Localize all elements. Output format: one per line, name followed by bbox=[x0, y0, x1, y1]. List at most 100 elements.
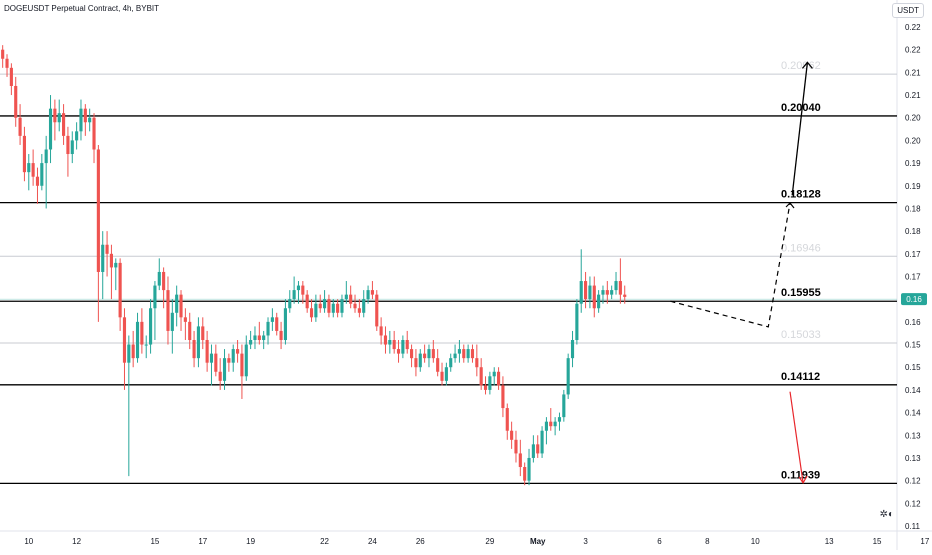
candle-body bbox=[344, 294, 348, 300]
candle bbox=[305, 290, 309, 313]
candle bbox=[196, 317, 200, 368]
candle-body bbox=[314, 303, 318, 318]
candle-body bbox=[510, 430, 514, 440]
currency-badge[interactable]: USDT bbox=[892, 3, 924, 18]
y-tick-label: 0.12 bbox=[905, 477, 921, 486]
candle bbox=[201, 317, 205, 350]
candle-body bbox=[53, 108, 57, 123]
candle-body bbox=[162, 271, 166, 291]
candle bbox=[157, 258, 161, 291]
candle-body bbox=[370, 290, 374, 295]
candle bbox=[88, 108, 92, 132]
y-tick-label: 0.22 bbox=[905, 46, 921, 55]
candle bbox=[5, 54, 9, 77]
y-tick-label: 0.20 bbox=[905, 136, 921, 145]
candle bbox=[57, 99, 61, 132]
candle-body bbox=[283, 308, 287, 341]
y-tick-label: 0.18 bbox=[905, 227, 921, 236]
candle bbox=[570, 330, 575, 368]
tradingview-snowflake-icon[interactable]: ✲◐ bbox=[879, 509, 894, 520]
candle bbox=[431, 340, 435, 363]
candle bbox=[22, 126, 26, 182]
candle-body bbox=[75, 131, 79, 141]
candle-body bbox=[536, 444, 540, 454]
candle bbox=[79, 99, 83, 141]
x-tick-label: 15 bbox=[150, 537, 159, 546]
candle bbox=[370, 281, 374, 300]
candle bbox=[149, 299, 153, 354]
projection-up-arrowhead bbox=[801, 61, 813, 69]
candle-body bbox=[531, 444, 535, 458]
candle-body bbox=[566, 358, 570, 395]
candle-body bbox=[414, 358, 418, 368]
projection-down-arrowhead bbox=[798, 475, 808, 485]
candle-body bbox=[196, 326, 200, 359]
candle bbox=[231, 344, 235, 372]
candle bbox=[257, 321, 261, 345]
candle bbox=[597, 290, 601, 313]
candle bbox=[610, 285, 614, 300]
candle-body bbox=[240, 353, 244, 377]
candle-body bbox=[236, 349, 240, 354]
candle-body bbox=[292, 290, 296, 300]
candle bbox=[518, 439, 522, 477]
candle bbox=[170, 299, 174, 354]
candle bbox=[44, 135, 48, 209]
candle-body bbox=[296, 285, 301, 291]
candle bbox=[497, 367, 501, 390]
y-tick-label: 0.16 bbox=[905, 318, 921, 327]
candle bbox=[175, 285, 179, 327]
candle-body bbox=[166, 290, 170, 331]
candle-body bbox=[153, 285, 157, 309]
candle-body bbox=[175, 294, 179, 313]
candle-body bbox=[127, 344, 131, 363]
level-label: 0.14112 bbox=[781, 371, 820, 383]
candle bbox=[214, 344, 218, 377]
candle bbox=[244, 335, 248, 381]
candle bbox=[18, 104, 22, 145]
candle bbox=[536, 435, 540, 458]
candle bbox=[27, 154, 31, 191]
candle bbox=[240, 344, 244, 399]
candle bbox=[488, 371, 492, 395]
candle bbox=[388, 330, 392, 354]
candle-body bbox=[431, 349, 435, 359]
candle bbox=[275, 312, 279, 336]
x-tick-label: May bbox=[530, 537, 546, 546]
candle bbox=[483, 376, 488, 395]
candle-body bbox=[527, 457, 531, 481]
candle bbox=[562, 389, 566, 422]
candle-body bbox=[62, 113, 66, 136]
candle bbox=[601, 285, 605, 304]
y-tick-label: 0.20 bbox=[905, 114, 921, 123]
candle bbox=[336, 299, 340, 318]
candle-body bbox=[488, 376, 492, 390]
candle bbox=[296, 281, 301, 304]
candle-body bbox=[362, 299, 366, 313]
x-tick-label: 13 bbox=[825, 537, 834, 546]
candle-body bbox=[309, 308, 314, 318]
candle bbox=[31, 149, 35, 186]
candle bbox=[510, 421, 514, 449]
candle-body bbox=[440, 371, 444, 381]
candle-body bbox=[9, 67, 13, 86]
candle bbox=[375, 290, 379, 331]
candle-body bbox=[262, 335, 266, 341]
chart-title: DOGEUSDT Perpetual Contract, 4h, BYBIT bbox=[4, 4, 160, 13]
x-tick-label: 29 bbox=[485, 537, 494, 546]
candle-body bbox=[601, 290, 605, 295]
candle bbox=[410, 344, 414, 368]
y-tick-label: 0.19 bbox=[905, 182, 921, 191]
candle bbox=[92, 113, 96, 164]
x-tick-label: 10 bbox=[751, 537, 760, 546]
candle-body bbox=[170, 312, 174, 331]
candle bbox=[222, 349, 227, 390]
candle-body bbox=[401, 340, 405, 354]
candle bbox=[344, 281, 348, 304]
candle-body bbox=[557, 417, 562, 422]
candle-body bbox=[449, 358, 453, 368]
candle-body bbox=[275, 317, 279, 331]
candle bbox=[501, 376, 505, 418]
